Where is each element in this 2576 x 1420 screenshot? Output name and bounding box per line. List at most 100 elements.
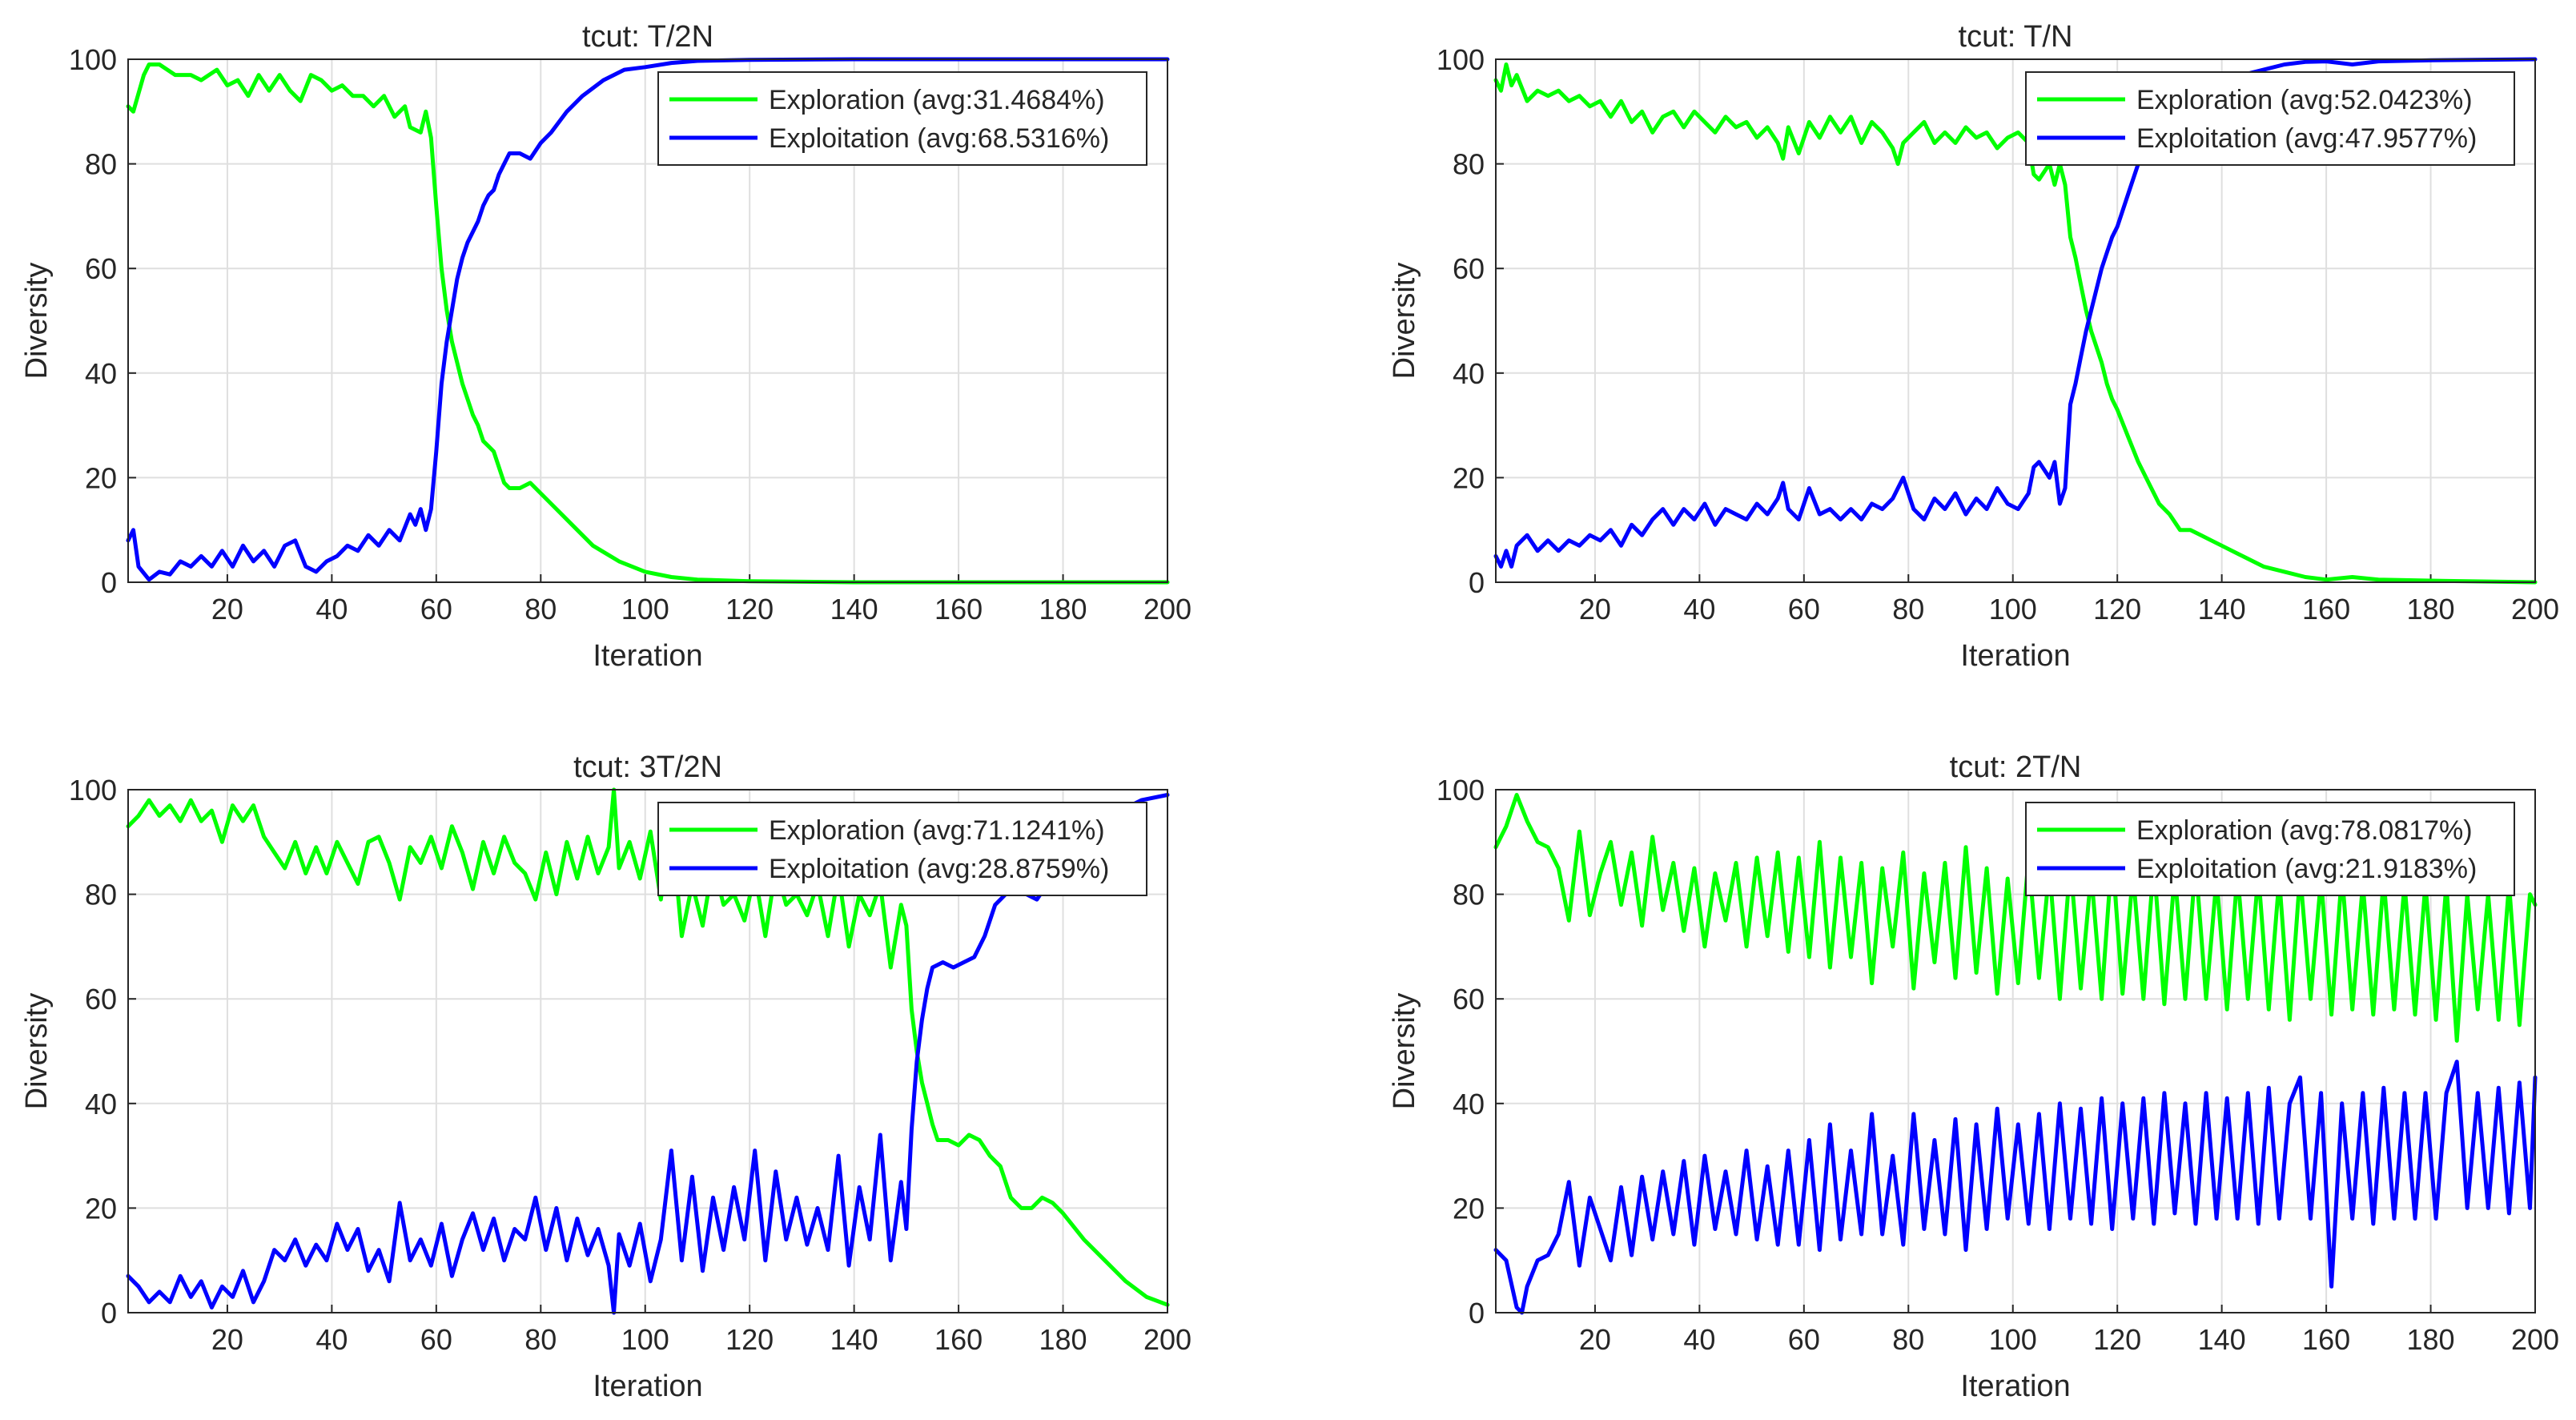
y-tick-label: 40 (1453, 357, 1485, 390)
x-axis-label: Iteration (593, 639, 702, 673)
y-tick-label: 60 (85, 983, 117, 1016)
y-tick-label: 20 (1453, 461, 1485, 494)
legend-box (657, 802, 1147, 896)
x-tick-label: 180 (2407, 1323, 2455, 1356)
x-tick-label: 160 (2302, 1323, 2350, 1356)
x-tick-label: 100 (1989, 593, 2037, 626)
axes-box (127, 789, 1168, 1313)
chart-title: tcut: T/2N (582, 20, 713, 54)
series-line-exploration (1493, 62, 2538, 585)
x-tick-label: 100 (621, 593, 669, 626)
y-tick-label: 80 (1453, 148, 1485, 181)
legend-entry: Exploration (avg:78.0817%) (2136, 815, 2473, 846)
x-axis-label: Iteration (1960, 639, 2070, 673)
y-axis-label: Diversity (20, 993, 54, 1110)
y-tick-label: 60 (1453, 252, 1485, 285)
chart-panel-2: 20 40 60 80 100 120 140 160 180 200 0 20 40 60 80 100 tc… (1388, 20, 2559, 673)
x-tick-label: 140 (2198, 1323, 2246, 1356)
y-tick-label: 100 (1437, 43, 1485, 76)
legend: Exploration (avg:52.0423%) Exploitation (… (2025, 71, 2515, 166)
x-tick-label: 100 (1989, 1323, 2037, 1356)
y-tick-label: 40 (1453, 1088, 1485, 1120)
legend-entry: Exploitation (avg:47.9577%) (2136, 123, 2477, 154)
x-tick-label: 80 (1892, 593, 1924, 626)
x-tick-label: 80 (1892, 1323, 1924, 1356)
x-tick-label: 160 (934, 593, 983, 626)
x-tick-label: 200 (1143, 593, 1192, 626)
legend-entry: Exploitation (avg:21.9183%) (2136, 854, 2477, 884)
x-tick-label: 20 (211, 593, 243, 626)
chart-panel-1: 20 40 60 80 100 120 140 160 180 200 0 20 40 60 80 100 tc… (20, 20, 1192, 673)
legend: Exploration (avg:78.0817%) Exploitation (… (2025, 802, 2515, 896)
y-tick-label: 20 (85, 1192, 117, 1225)
x-tick-label: 100 (621, 1323, 669, 1356)
legend-box (2025, 71, 2515, 166)
x-tick-label: 180 (1039, 593, 1087, 626)
x-tick-label: 120 (2093, 593, 2141, 626)
x-tick-label: 80 (524, 593, 557, 626)
x-axis-label: Iteration (593, 1370, 702, 1403)
y-tick-label: 40 (85, 357, 117, 390)
x-tick-label: 40 (1683, 1323, 1715, 1356)
y-tick-label: 80 (85, 148, 117, 181)
x-tick-label: 60 (1788, 1323, 1820, 1356)
legend: Exploration (avg:31.4684%) Exploitation (… (657, 71, 1147, 166)
legend-box (2025, 802, 2515, 896)
y-tick-label: 20 (85, 461, 117, 494)
axes-box (127, 58, 1168, 583)
series-line-exploration (1493, 793, 2538, 1043)
x-tick-label: 120 (725, 593, 774, 626)
y-tick-label: 0 (1469, 1297, 1485, 1329)
legend-entry: Exploration (avg:52.0423%) (2136, 85, 2473, 115)
x-tick-label: 40 (315, 1323, 348, 1356)
x-tick-label: 140 (830, 593, 878, 626)
chart-title: tcut: 3T/2N (573, 750, 722, 784)
x-axis-label: Iteration (1960, 1370, 2070, 1403)
series-line-exploration (126, 787, 1170, 1307)
series-line-exploration (126, 62, 1170, 585)
legend-entry: Exploration (avg:71.1241%) (769, 815, 1105, 846)
x-tick-label: 60 (420, 1323, 452, 1356)
x-tick-label: 200 (2511, 593, 2559, 626)
chart-title: tcut: 2T/N (1950, 750, 2082, 784)
x-tick-label: 20 (1579, 1323, 1611, 1356)
y-tick-label: 80 (1453, 879, 1485, 911)
x-tick-label: 140 (830, 1323, 878, 1356)
y-axis-label: Diversity (1388, 263, 1421, 380)
y-tick-label: 80 (85, 879, 117, 911)
x-tick-label: 180 (2407, 593, 2455, 626)
y-axis-label: Diversity (20, 263, 54, 380)
y-tick-label: 60 (1453, 983, 1485, 1016)
x-tick-label: 120 (725, 1323, 774, 1356)
x-tick-label: 180 (1039, 1323, 1087, 1356)
axes-box (1495, 58, 2536, 583)
x-tick-label: 80 (524, 1323, 557, 1356)
x-tick-label: 200 (2511, 1323, 2559, 1356)
legend: Exploration (avg:71.1241%) Exploitation (… (657, 802, 1147, 896)
y-tick-label: 100 (1437, 774, 1485, 807)
x-tick-label: 160 (2302, 593, 2350, 626)
y-tick-label: 0 (101, 566, 117, 599)
x-tick-label: 160 (934, 1323, 983, 1356)
y-tick-label: 60 (85, 252, 117, 285)
x-tick-label: 200 (1143, 1323, 1192, 1356)
legend-box (657, 71, 1147, 166)
y-tick-label: 100 (69, 774, 117, 807)
legend-entry: Exploitation (avg:28.8759%) (769, 854, 1109, 884)
legend-entry: Exploration (avg:31.4684%) (769, 85, 1105, 115)
y-tick-label: 0 (101, 1297, 117, 1329)
y-tick-label: 100 (69, 43, 117, 76)
x-tick-label: 60 (1788, 593, 1820, 626)
axes-box (1495, 789, 2536, 1313)
x-tick-label: 140 (2198, 593, 2246, 626)
series-line-exploitation (126, 793, 1170, 1315)
x-tick-label: 20 (211, 1323, 243, 1356)
y-tick-label: 20 (1453, 1192, 1485, 1225)
x-tick-label: 60 (420, 593, 452, 626)
chart-title: tcut: T/N (1959, 20, 2073, 54)
series-line-exploitation (126, 57, 1170, 582)
legend-entry: Exploitation (avg:68.5316%) (769, 123, 1109, 154)
x-tick-label: 20 (1579, 593, 1611, 626)
y-axis-label: Diversity (1388, 993, 1421, 1110)
